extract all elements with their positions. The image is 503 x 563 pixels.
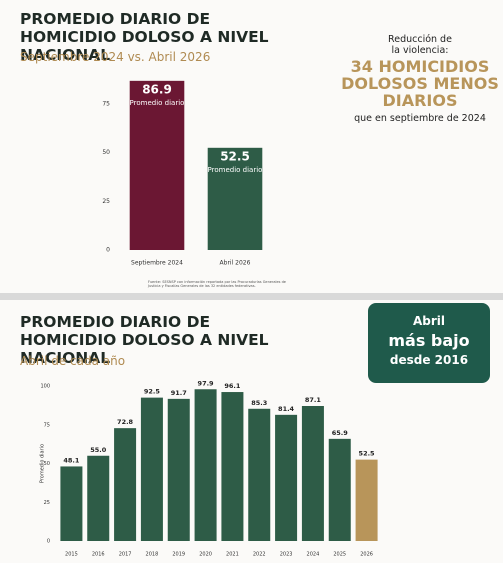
badge-text: desde 2016 (389, 353, 469, 367)
value-label: 96.1 (224, 382, 241, 390)
bar-label: Promedio diario (208, 166, 263, 174)
chart-title: PROMEDIO DIARIO DE HOMICIDIO DOLOSO A NI… (20, 10, 269, 64)
value-label: 52.5 (359, 450, 376, 458)
bar (248, 408, 271, 541)
bar (140, 397, 163, 541)
bar (355, 459, 378, 541)
y-tick-label: 75 (102, 101, 110, 108)
y-tick-label: 25 (102, 198, 110, 205)
value-label: 86.9 (142, 82, 172, 96)
badge: Abril más bajo desde 2016 (368, 303, 490, 383)
x-tick-label: 2021 (226, 552, 239, 558)
chart-subtitle: Septiembre 2024 vs. Abril 2026 (20, 50, 211, 64)
value-label: 65.9 (332, 429, 349, 437)
chart-title: PROMEDIO DIARIO DE HOMICIDIO DOLOSO A NI… (20, 313, 269, 367)
bar (328, 438, 351, 541)
y-tick-label: 100 (40, 384, 50, 390)
bar (129, 80, 185, 251)
y-axis-label: Promedio diario (40, 444, 46, 483)
x-tick-label: Septiembre 2024 (131, 260, 183, 267)
bar (275, 414, 298, 541)
x-tick-label: 2017 (119, 552, 132, 558)
bar-label: Promedio diario (130, 99, 185, 107)
x-tick-label: 2015 (65, 552, 78, 558)
x-tick-label: Abril 2026 (220, 260, 251, 267)
bar (167, 398, 190, 541)
y-tick-label: 0 (47, 539, 50, 545)
value-label: 87.1 (305, 396, 322, 404)
value-label: 48.1 (63, 456, 80, 464)
x-tick-label: 2018 (146, 552, 159, 558)
bar (207, 147, 263, 250)
value-label: 72.8 (117, 418, 134, 426)
y-tick-label: 25 (44, 500, 50, 506)
bar (60, 466, 83, 541)
badge-text: más bajo (388, 331, 470, 350)
x-tick-label: 2023 (280, 552, 293, 558)
value-label: 55.0 (90, 446, 107, 454)
annotation-highlight: 34 HOMICIDIOS DOLOSOS MENOS DIARIOS (341, 57, 499, 110)
x-tick-label: 2019 (172, 552, 185, 558)
value-label: 91.7 (171, 389, 187, 397)
x-tick-label: 2024 (307, 552, 320, 558)
value-label: 97.9 (198, 379, 215, 387)
value-label: 52.5 (220, 149, 250, 163)
value-label: 81.4 (278, 405, 295, 413)
source-note: Fuente: SESNSP con información reportada… (148, 280, 286, 288)
x-tick-label: 2022 (253, 552, 266, 558)
value-label: 92.5 (144, 388, 161, 396)
bar (221, 392, 244, 541)
value-label: 85.3 (251, 399, 267, 407)
x-tick-label: 2025 (333, 552, 346, 558)
annotation: Reducción de la violencia: (388, 34, 452, 56)
y-tick-label: 50 (102, 149, 110, 156)
y-tick-label: 75 (44, 422, 50, 428)
chart-subtitle: Abril de cada año (20, 354, 126, 368)
x-tick-label: 2026 (360, 552, 373, 558)
y-tick-label: 0 (106, 247, 110, 254)
x-tick-label: 2016 (92, 552, 105, 558)
x-tick-label: 2020 (199, 552, 212, 558)
bar (301, 405, 324, 541)
bar (87, 455, 110, 541)
bar (114, 428, 137, 541)
badge-text: Abril (412, 314, 446, 328)
annotation: que en septiembre de 2024 (354, 113, 486, 124)
bar (194, 389, 217, 541)
y-tick-label: 50 (44, 461, 50, 467)
